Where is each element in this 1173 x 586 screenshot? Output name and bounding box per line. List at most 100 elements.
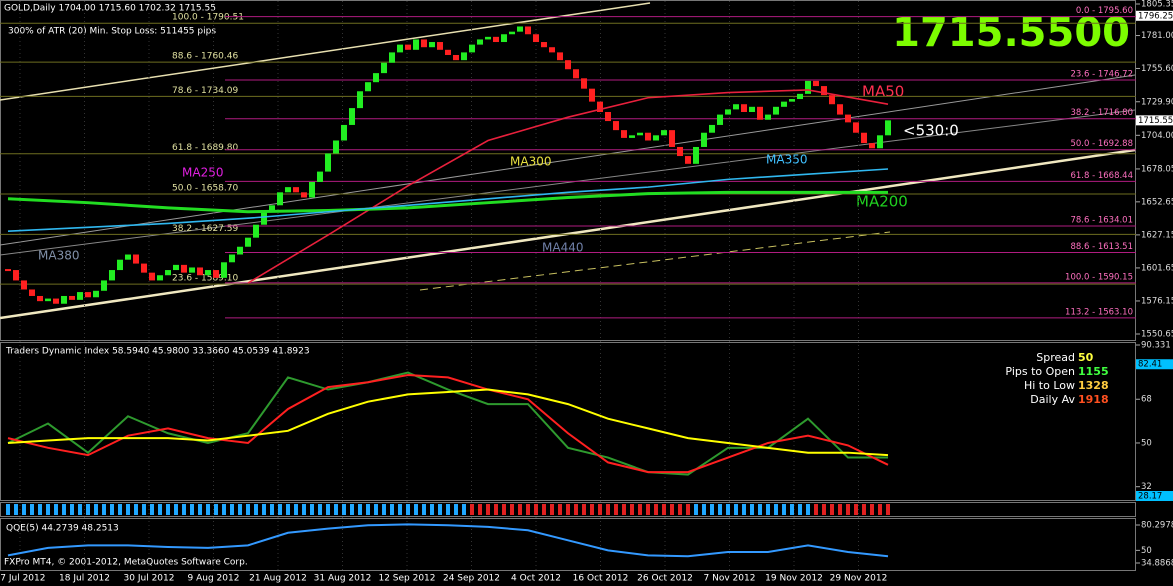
candle	[269, 205, 275, 212]
trend-bar	[510, 504, 514, 515]
trend-bar	[358, 504, 362, 515]
trend-bar	[134, 504, 138, 515]
y-tick-label: 50	[1141, 546, 1152, 556]
trend-bar	[414, 504, 418, 515]
trend-bar	[62, 504, 66, 515]
trend-bar	[118, 504, 122, 515]
candle	[557, 52, 563, 61]
ma-label: MA350	[766, 153, 807, 167]
trend-bar	[102, 504, 106, 515]
trend-bar	[70, 504, 74, 515]
trend-bar	[230, 504, 234, 515]
candle	[221, 262, 227, 278]
countdown: <530:0	[903, 122, 959, 140]
candle	[45, 298, 51, 302]
tdi-line	[7, 373, 889, 474]
x-tick-label: 29 Nov 2012	[830, 574, 888, 584]
ma-line	[7, 168, 889, 232]
trend-bar	[654, 504, 658, 515]
trend-bar	[814, 504, 818, 515]
candle	[85, 292, 91, 298]
trend-bar	[182, 504, 186, 515]
candle	[365, 82, 371, 92]
y-tick-label: 1781.00	[1141, 31, 1173, 41]
trend-bar	[766, 504, 770, 515]
trend-bar	[246, 504, 250, 515]
fib-label: 113.2 - 1563.10	[1065, 307, 1133, 317]
candle	[541, 42, 547, 48]
candle	[21, 280, 27, 290]
trend-bar	[846, 504, 850, 515]
candle	[885, 120, 891, 136]
candle	[629, 135, 635, 138]
candle	[61, 295, 67, 304]
candle	[237, 246, 243, 255]
y-tick-label: 1678.05	[1141, 164, 1173, 174]
trend-bar	[382, 504, 386, 515]
candle	[389, 52, 395, 63]
candle	[93, 290, 99, 298]
trend-panel-frame	[0, 502, 1136, 517]
info-label: Pips to Open	[1005, 365, 1075, 378]
ma-label: MA440	[542, 241, 583, 255]
candle	[453, 54, 459, 61]
trend-bar	[438, 504, 442, 515]
trend-bar	[390, 504, 394, 515]
candle	[589, 88, 595, 102]
candle	[421, 39, 427, 48]
trend-bar	[614, 504, 618, 515]
qqe-title: QQE(5) 44.2739 48.2513	[6, 524, 119, 534]
trend-bar	[286, 504, 290, 515]
trend-bar	[838, 504, 842, 515]
info-value: 1328	[1078, 379, 1109, 392]
trend-bar	[726, 504, 730, 515]
candle	[733, 104, 739, 110]
y-tick-label: 50	[1141, 438, 1152, 448]
candle	[109, 270, 115, 281]
trend-bar	[870, 504, 874, 515]
trend-bar	[334, 504, 338, 515]
trend-bar	[758, 504, 762, 515]
candle	[741, 104, 747, 112]
y-tick-label: 1652.65	[1141, 197, 1173, 207]
trend-bar	[782, 504, 786, 515]
x-tick-label: 21 Aug 2012	[249, 574, 307, 584]
trend-bar	[310, 504, 314, 515]
ma-label: MA200	[856, 193, 908, 211]
candle	[189, 267, 195, 273]
candle	[181, 264, 187, 273]
candle	[405, 44, 411, 50]
candle	[357, 91, 363, 109]
trend-bar	[694, 504, 698, 515]
candle	[485, 36, 491, 40]
trend-bar	[550, 504, 554, 515]
candle	[677, 146, 683, 157]
qqe-line	[7, 523, 889, 558]
ma-line	[247, 89, 889, 284]
x-tick-label: 18 Jul 2012	[59, 574, 110, 584]
qqe-panel-frame	[0, 518, 1136, 571]
trend-bar	[534, 504, 538, 515]
y-tick-label: 1627.15	[1141, 230, 1173, 240]
candle	[245, 237, 251, 247]
candle	[749, 106, 755, 112]
candle	[821, 86, 827, 96]
trend-bar	[150, 504, 154, 515]
candle	[309, 181, 315, 198]
fib-label: 0.0 - 1795.60	[1076, 6, 1133, 16]
trend-bar	[78, 504, 82, 515]
x-tick-label: 12 Sep 2012	[378, 574, 435, 584]
candle	[829, 95, 835, 105]
trend-bar	[166, 504, 170, 515]
trend-bar	[630, 504, 634, 515]
candle	[533, 34, 539, 43]
ma-line	[7, 190, 888, 214]
candle	[837, 104, 843, 115]
candle	[565, 60, 571, 70]
trend-bar	[598, 504, 602, 515]
x-tick-label: 17 Jul 2012	[0, 574, 45, 584]
trend-bar	[254, 504, 258, 515]
candle	[261, 211, 267, 225]
